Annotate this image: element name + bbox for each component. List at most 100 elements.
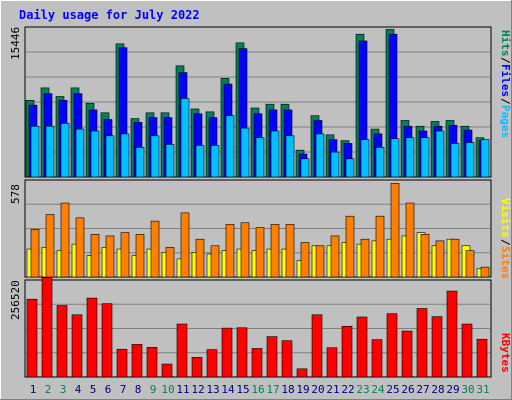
sites-bar	[240, 222, 250, 278]
hits-ymax-label: 15446	[9, 27, 22, 60]
pages-bar	[330, 151, 340, 178]
kbytes-bar	[101, 303, 113, 378]
sites-bar	[420, 233, 430, 278]
kbytes-bar	[116, 348, 128, 378]
sites-bar	[345, 215, 355, 278]
pages-bar	[390, 138, 400, 178]
pages-bar	[270, 130, 280, 178]
legend-sep-2: /	[499, 98, 512, 105]
pages-bar	[60, 123, 70, 178]
sites-bar	[435, 240, 445, 278]
sites-bar	[180, 212, 190, 278]
pages-bar	[300, 158, 310, 178]
x-label-day: 2	[45, 383, 52, 396]
pages-bar	[435, 130, 445, 178]
x-label-day: 22	[341, 383, 354, 396]
kbytes-bar	[206, 349, 218, 378]
pages-bar	[240, 127, 250, 178]
sites-bar	[105, 235, 115, 278]
legend-files: Files	[499, 64, 512, 97]
kbytes-bar	[326, 347, 338, 378]
pages-bar	[285, 135, 295, 178]
sites-bar	[255, 227, 265, 278]
sites-bar	[75, 217, 85, 278]
sites-bar	[225, 224, 235, 278]
kbytes-bar	[71, 314, 83, 378]
pages-bar	[90, 130, 100, 178]
pages-bar	[135, 146, 145, 178]
kbytes-bar	[431, 316, 443, 378]
sites-bar	[45, 214, 55, 278]
sites-bar	[330, 235, 340, 278]
sites-bar	[120, 232, 130, 278]
legend-kbytes: KBytes	[499, 333, 512, 373]
pages-bar	[255, 137, 265, 178]
pages-bar	[150, 135, 160, 178]
visits-ymax-label: 578	[9, 184, 22, 204]
pages-bar	[480, 139, 490, 178]
pages-bar	[165, 144, 175, 178]
x-label-day: 16	[251, 383, 264, 396]
kbytes-bar	[221, 327, 233, 378]
x-label-day: 21	[326, 383, 339, 396]
legend-kbytes-panel: KBytes	[499, 333, 512, 373]
sites-bar	[390, 183, 400, 278]
kbytes-bar	[146, 347, 158, 378]
sites-bar	[375, 215, 385, 278]
kbytes-bar	[251, 348, 263, 378]
chart-title: Daily usage for July 2022	[19, 8, 200, 22]
pages-bar	[225, 115, 235, 178]
kbytes-bar	[386, 313, 398, 378]
x-label-day: 28	[431, 383, 444, 396]
x-label-day: 23	[356, 383, 369, 396]
pages-bar	[315, 133, 325, 178]
pages-bar	[405, 137, 415, 178]
sites-bar	[285, 224, 295, 278]
x-label-day: 15	[236, 383, 249, 396]
x-label-day: 27	[416, 383, 429, 396]
sites-bar	[195, 238, 205, 278]
legend-sep-3: /	[499, 239, 512, 246]
kbytes-bar	[281, 340, 293, 378]
sites-bar	[165, 247, 175, 278]
x-label-day: 1	[30, 383, 37, 396]
pages-bar	[120, 133, 130, 178]
kbytes-bar	[476, 338, 488, 378]
pages-bar	[345, 158, 355, 178]
kbytes-bar	[371, 339, 383, 378]
pages-bar	[180, 98, 190, 178]
legend-hits: Hits	[499, 30, 512, 57]
kbytes-bar	[266, 336, 278, 378]
kbytes-bar	[86, 297, 98, 378]
bars	[25, 29, 490, 378]
legend-visits-panel: Visits / Sites	[499, 198, 512, 279]
sites-bar	[30, 229, 40, 278]
pages-bar	[45, 125, 55, 178]
pages-bar	[465, 142, 475, 178]
sites-bar	[405, 202, 415, 278]
sites-bar	[270, 224, 280, 278]
legend-sep-1: /	[499, 57, 512, 64]
kbytes-bar	[131, 344, 143, 378]
kbytes-bar	[236, 327, 248, 378]
x-axis-labels: 1 2 3 4 5 6 7 8 9 10 11 12 13 14 15 16 17 18 19 20 21 22 23 24 2…	[30, 383, 490, 396]
legend-sites: Sites	[499, 246, 512, 279]
legend-pages: Pages	[499, 105, 512, 138]
pages-bar	[210, 145, 220, 178]
x-label-day: 24	[371, 383, 385, 396]
x-label-day: 13	[206, 383, 219, 396]
kbytes-bar	[176, 323, 188, 378]
x-label-day: 29	[446, 383, 459, 396]
sites-bar	[315, 245, 325, 278]
x-label-day: 26	[401, 383, 414, 396]
kbytes-bar	[56, 305, 68, 378]
x-label-day: 20	[311, 383, 324, 396]
sites-bar	[360, 238, 370, 278]
kbytes-bar	[41, 277, 53, 378]
kbytes-bar	[416, 308, 428, 378]
x-label-day: 11	[176, 383, 189, 396]
sites-bar	[480, 266, 490, 278]
kbytes-bar	[296, 368, 308, 378]
sites-bar	[300, 242, 310, 278]
